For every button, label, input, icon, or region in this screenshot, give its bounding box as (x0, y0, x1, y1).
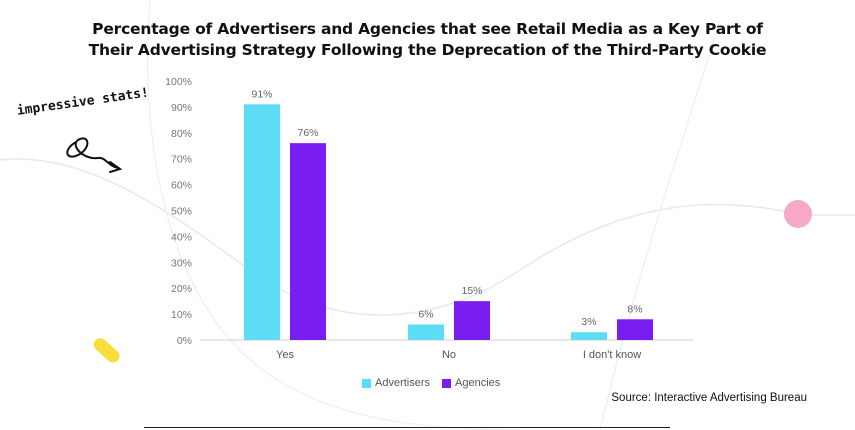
data-label: 76% (297, 127, 318, 139)
y-tick-label: 0% (177, 335, 192, 347)
chart-title-line-2: Their Advertising Strategy Following the… (88, 41, 767, 59)
data-label: 91% (251, 88, 272, 100)
y-tick-label: 90% (171, 102, 192, 114)
y-tick-label: 70% (171, 154, 192, 166)
source-credit: Source: Interactive Advertising Bureau (611, 392, 807, 404)
pink-dot-decoration (784, 200, 812, 228)
y-tick-label: 30% (171, 257, 192, 269)
y-tick-label: 40% (171, 231, 192, 243)
decorative-curve-3 (599, 19, 721, 430)
x-tick-label: No (442, 349, 456, 361)
bar-advertisers-1 (408, 324, 444, 340)
yellow-pill-decoration (93, 338, 120, 363)
squiggle-arrow-icon (66, 137, 119, 169)
arrow-head-icon (109, 161, 123, 173)
legend-swatch-agencies (442, 378, 452, 388)
chart-title-line-1: Percentage of Advertisers and Agencies t… (92, 20, 763, 38)
decorative-curve (0, 158, 855, 316)
bar-agencies-1 (454, 301, 490, 340)
bottom-divider (144, 427, 670, 428)
legend-label-advertisers: Advertisers (375, 377, 431, 389)
bar-advertisers-0 (244, 104, 280, 340)
data-label: 8% (627, 303, 642, 315)
bar-agencies-2 (617, 319, 653, 340)
x-tick-label: I don't know (583, 349, 641, 361)
y-tick-label: 80% (171, 128, 192, 140)
chart-legend: Advertisers Agencies (362, 377, 500, 389)
y-tick-label: 20% (171, 283, 192, 295)
y-tick-label: 60% (171, 180, 192, 192)
legend-swatch-advertisers (362, 378, 371, 388)
legend-label-agencies: Agencies (455, 377, 501, 389)
x-tick-label: Yes (276, 349, 294, 361)
data-label: 3% (581, 316, 596, 328)
data-label: 15% (461, 285, 482, 297)
bar-advertisers-2 (571, 332, 607, 340)
y-axis: 0% 10% 20% 30% 40% 50% 60% 70% 80% 90% 100% (165, 76, 192, 347)
x-axis-labels: Yes No I don't know (276, 349, 641, 361)
y-tick-label: 50% (171, 206, 192, 218)
bar-agencies-0 (290, 143, 326, 340)
y-tick-label: 10% (171, 309, 192, 321)
y-tick-label: 100% (165, 76, 192, 88)
bars: 91% 76% 6% 15% 3% 8% (244, 88, 653, 340)
legend-item-agencies: Agencies (442, 377, 500, 389)
legend-item-advertisers: Advertisers (362, 377, 430, 389)
data-label: 6% (418, 308, 433, 320)
